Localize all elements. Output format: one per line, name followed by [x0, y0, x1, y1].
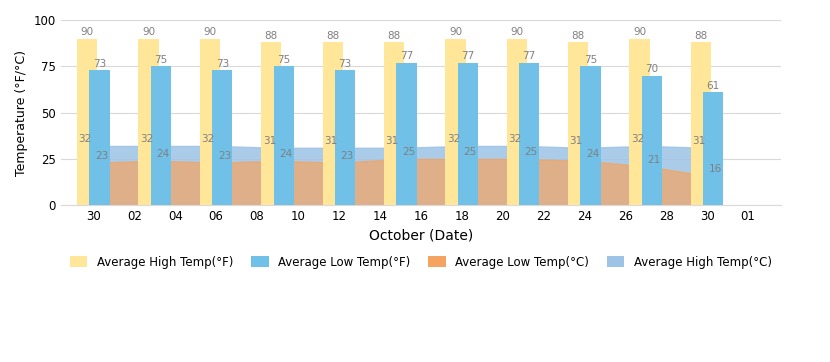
Text: 24: 24 [279, 149, 292, 159]
Text: 90: 90 [142, 27, 155, 37]
Text: 77: 77 [523, 51, 536, 61]
Y-axis label: Temperature (°F/°C): Temperature (°F/°C) [15, 50, 28, 176]
Bar [77, 38, 97, 205]
Text: 32: 32 [79, 134, 92, 144]
Bar [212, 70, 232, 205]
Text: 31: 31 [262, 136, 276, 146]
Text: 88: 88 [572, 31, 585, 41]
Bar [691, 42, 711, 205]
Bar [519, 63, 540, 205]
Bar [703, 92, 724, 205]
Bar [568, 42, 588, 205]
Text: 23: 23 [95, 151, 108, 161]
Bar [642, 76, 662, 205]
Bar [384, 42, 404, 205]
Text: 24: 24 [156, 149, 169, 159]
Text: 70: 70 [646, 64, 658, 74]
Text: 31: 31 [692, 136, 705, 146]
Text: 31: 31 [569, 136, 583, 146]
Text: 90: 90 [449, 27, 462, 37]
Bar [506, 38, 527, 205]
Text: 61: 61 [706, 81, 720, 91]
Text: 73: 73 [339, 59, 352, 68]
Text: 24: 24 [586, 149, 599, 159]
Bar [629, 38, 650, 205]
Text: 75: 75 [154, 55, 168, 65]
Text: 25: 25 [402, 147, 415, 157]
Bar [335, 70, 355, 205]
Text: 32: 32 [202, 134, 214, 144]
Text: 88: 88 [388, 31, 401, 41]
Text: 75: 75 [277, 55, 290, 65]
Text: 77: 77 [400, 51, 413, 61]
Bar [397, 63, 417, 205]
Text: 25: 25 [463, 147, 476, 157]
Text: 32: 32 [631, 134, 644, 144]
Text: 21: 21 [647, 155, 661, 165]
Text: 73: 73 [93, 59, 106, 68]
Text: 25: 25 [525, 147, 538, 157]
Text: 23: 23 [340, 151, 354, 161]
Legend: Average High Temp(°F), Average Low Temp(°F), Average Low Temp(°C), Average High : Average High Temp(°F), Average Low Temp(… [65, 251, 777, 273]
Bar [446, 38, 466, 205]
Text: 32: 32 [140, 134, 154, 144]
Bar [90, 70, 110, 205]
Text: 90: 90 [203, 27, 217, 37]
Text: 90: 90 [633, 27, 646, 37]
Text: 77: 77 [461, 51, 475, 61]
Bar [139, 38, 159, 205]
Bar [261, 42, 281, 205]
Bar [457, 63, 478, 205]
Bar [580, 66, 601, 205]
Bar [200, 38, 220, 205]
X-axis label: October (Date): October (Date) [369, 229, 473, 243]
Text: 88: 88 [265, 31, 278, 41]
Text: 88: 88 [695, 31, 707, 41]
Text: 90: 90 [81, 27, 94, 37]
Text: 31: 31 [324, 136, 337, 146]
Text: 88: 88 [326, 31, 339, 41]
Text: 32: 32 [447, 134, 460, 144]
Text: 32: 32 [508, 134, 521, 144]
Bar [274, 66, 294, 205]
Text: 16: 16 [709, 164, 722, 174]
Text: 90: 90 [510, 27, 524, 37]
Text: 73: 73 [216, 59, 229, 68]
Text: 23: 23 [217, 151, 231, 161]
Bar [323, 42, 343, 205]
Text: 31: 31 [385, 136, 398, 146]
Text: 75: 75 [584, 55, 598, 65]
Bar [151, 66, 171, 205]
